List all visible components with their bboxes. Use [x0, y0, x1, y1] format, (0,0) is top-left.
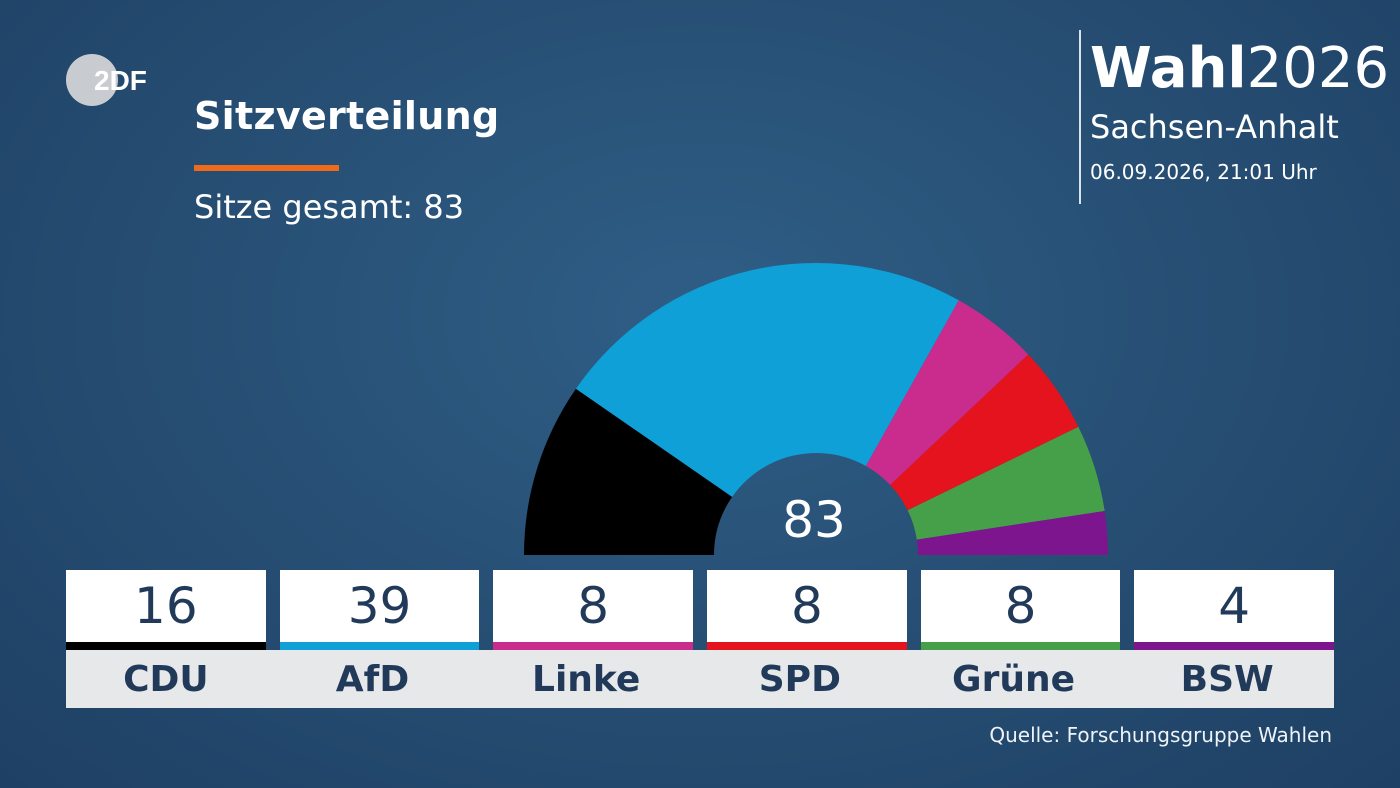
brand-title-bold: Wahl [1090, 36, 1247, 101]
page-title: Sitzverteilung [194, 94, 500, 138]
brand-title-year: 2026 [1246, 36, 1390, 101]
party-results: 16 CDU 39 AfD 8 Linke 8 SPD 8 Grüne 4 BSW [66, 570, 1335, 708]
party-name-label: BSW [1120, 650, 1335, 708]
party-card-bsw: 4 BSW [1120, 570, 1335, 708]
zdf-logo: 2DF [66, 54, 147, 106]
party-name-label: AfD [265, 650, 480, 708]
party-seats-value: 8 [707, 570, 907, 642]
party-seats-value: 16 [66, 570, 266, 642]
party-card-grüne: 8 Grüne [906, 570, 1121, 708]
party-card-cdu: 16 CDU [66, 570, 266, 708]
seat-distribution-chart: 83 [524, 263, 1108, 555]
party-color-stripe [920, 642, 1121, 650]
party-card-spd: 8 SPD [693, 570, 907, 708]
source-text: Quelle: Forschungsgruppe Wahlen [989, 723, 1332, 747]
party-card-linke: 8 Linke [479, 570, 694, 708]
party-color-stripe [707, 642, 907, 650]
party-seats-value: 4 [1134, 570, 1335, 642]
party-name-label: CDU [66, 650, 266, 708]
party-name-label: SPD [693, 650, 907, 708]
zdf-logo-text: 2DF [94, 65, 147, 96]
chart-slices [524, 263, 1108, 555]
seat-slice-bsw [916, 510, 1108, 555]
party-color-stripe [66, 642, 266, 650]
party-color-stripe [493, 642, 694, 650]
party-color-stripe [279, 642, 480, 650]
brand-title: Wahl2026 [1090, 36, 1389, 101]
party-name-label: Grüne [906, 650, 1121, 708]
party-seats-value: 8 [493, 570, 694, 642]
party-seats-value: 39 [279, 570, 480, 642]
total-seats-text: Sitze gesamt: 83 [194, 188, 465, 226]
seat-slice-grüne [907, 426, 1105, 540]
brand-datetime: 06.09.2026, 21:01 Uhr [1090, 160, 1317, 184]
seat-slice-linke [865, 300, 1029, 485]
brand-region: Sachsen-Anhalt [1090, 108, 1339, 146]
party-name-label: Linke [479, 650, 694, 708]
party-card-afd: 39 AfD [265, 570, 480, 708]
seat-slice-afd [575, 263, 959, 497]
party-color-stripe [1134, 642, 1335, 650]
seat-slice-spd [890, 354, 1079, 511]
seat-slice-cdu [524, 388, 733, 555]
brand-divider [1079, 30, 1081, 204]
center-total-label: 83 [782, 491, 846, 549]
title-underline [194, 165, 339, 171]
party-seats-value: 8 [920, 570, 1121, 642]
